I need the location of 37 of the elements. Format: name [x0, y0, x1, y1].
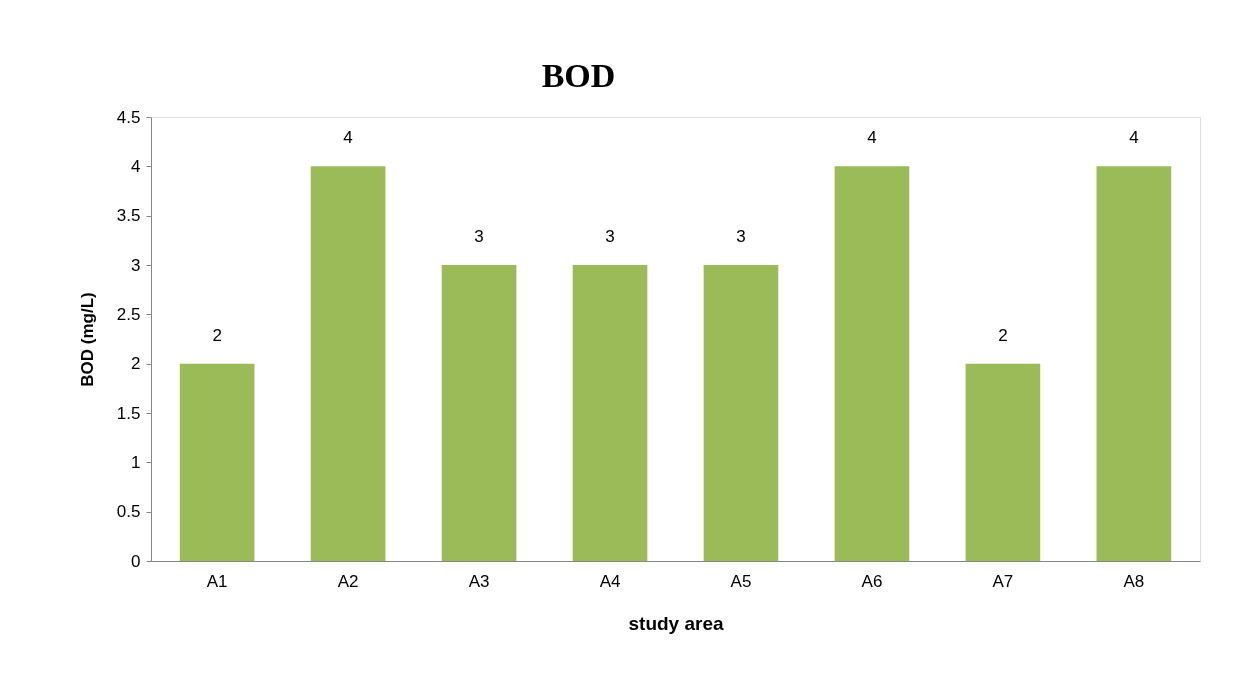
bar — [965, 363, 1041, 561]
x-tick-label: A3 — [468, 571, 490, 591]
y-tick-label: 1 — [131, 452, 141, 472]
data-label: 4 — [343, 128, 353, 148]
y-tick-label: 4 — [131, 156, 141, 176]
x-axis-title: study area — [628, 612, 724, 634]
x-tick-label: A5 — [730, 571, 752, 591]
bar — [572, 265, 648, 561]
y-tick-label: 2 — [131, 354, 141, 374]
bar — [441, 265, 517, 561]
y-tick-label: 0.5 — [116, 502, 141, 522]
x-tick-label: A8 — [1123, 571, 1145, 591]
bar — [310, 166, 386, 561]
bar — [1096, 166, 1172, 561]
x-tick-label: A1 — [206, 571, 228, 591]
data-label: 4 — [867, 128, 877, 148]
data-label: 4 — [1129, 128, 1139, 148]
x-tick-label: A4 — [599, 571, 621, 591]
y-tick-label: 0 — [131, 551, 141, 571]
data-label: 3 — [605, 227, 615, 246]
chart-title: BOD — [541, 57, 616, 94]
y-axis-title: BOD (mg/L) — [77, 292, 97, 387]
x-tick-label: A7 — [992, 571, 1014, 591]
x-tick-label: A6 — [861, 571, 883, 591]
bar — [703, 265, 779, 561]
y-tick-label: 1.5 — [116, 403, 141, 423]
data-label: 2 — [212, 325, 222, 345]
data-label: 3 — [474, 227, 484, 246]
bar — [834, 166, 910, 561]
data-label: 2 — [998, 325, 1008, 345]
data-label: 3 — [736, 227, 746, 246]
bar — [179, 363, 255, 561]
y-tick-label: 3 — [131, 255, 141, 275]
y-tick-label: 4.5 — [116, 107, 141, 127]
x-tick-label: A2 — [337, 571, 359, 591]
y-tick-label: 3.5 — [116, 206, 141, 226]
y-tick-label: 2.5 — [116, 304, 141, 324]
